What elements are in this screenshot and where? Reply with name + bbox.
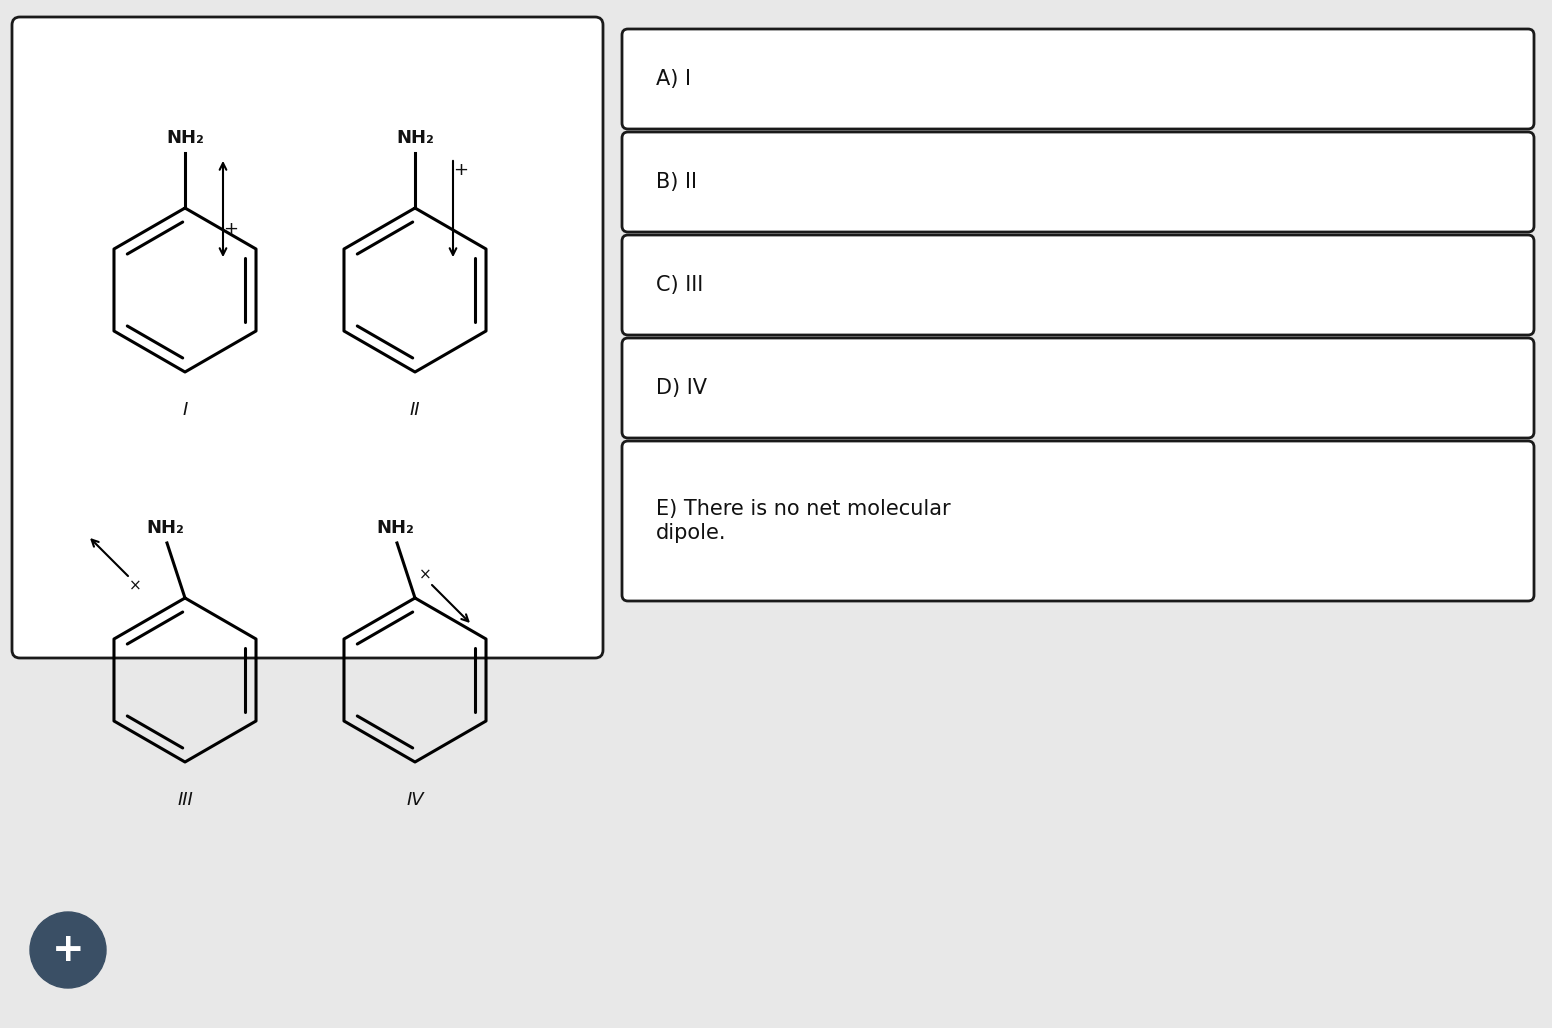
- Text: B) II: B) II: [656, 172, 697, 192]
- Text: +: +: [223, 220, 239, 238]
- FancyBboxPatch shape: [622, 441, 1533, 601]
- Text: D) IV: D) IV: [656, 378, 708, 398]
- Text: NH₂: NH₂: [396, 128, 435, 147]
- Text: +: +: [51, 931, 84, 969]
- Text: ×: ×: [419, 567, 431, 583]
- Text: +: +: [453, 161, 469, 179]
- Text: NH₂: NH₂: [146, 519, 185, 537]
- Text: II: II: [410, 401, 421, 419]
- Text: IV: IV: [407, 791, 424, 809]
- Text: E) There is no net molecular
dipole.: E) There is no net molecular dipole.: [656, 500, 951, 543]
- FancyBboxPatch shape: [622, 235, 1533, 335]
- Text: C) III: C) III: [656, 276, 703, 295]
- Text: A) I: A) I: [656, 69, 691, 89]
- Text: I: I: [183, 401, 188, 419]
- FancyBboxPatch shape: [622, 132, 1533, 232]
- Text: III: III: [177, 791, 192, 809]
- FancyBboxPatch shape: [622, 338, 1533, 438]
- Text: ×: ×: [129, 579, 141, 593]
- FancyBboxPatch shape: [622, 29, 1533, 128]
- Text: NH₂: NH₂: [376, 519, 414, 537]
- Circle shape: [29, 912, 106, 988]
- Text: NH₂: NH₂: [166, 128, 203, 147]
- FancyBboxPatch shape: [12, 17, 604, 658]
